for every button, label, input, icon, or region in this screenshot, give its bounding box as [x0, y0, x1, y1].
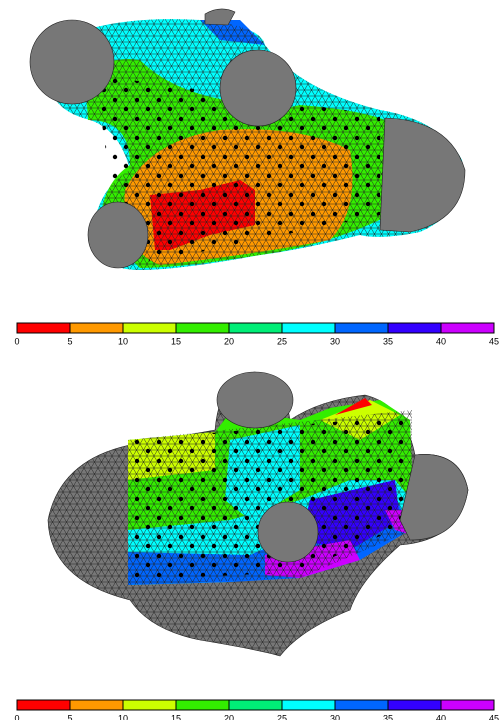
- color-segment: [176, 700, 229, 710]
- color-segment: [282, 700, 335, 710]
- tick-label: 0: [14, 713, 19, 720]
- mesh-bottom: [47, 371, 469, 657]
- mesh-top: [29, 8, 466, 270]
- tick-label: 45: [489, 336, 499, 346]
- color-segment: [70, 700, 123, 710]
- tick-label: 25: [277, 713, 287, 720]
- color-segment: [17, 700, 70, 710]
- color-segment: [335, 323, 388, 333]
- color-segment: [123, 700, 176, 710]
- tick-label: 25: [277, 336, 287, 346]
- color-segment: [70, 323, 123, 333]
- tick-label: 5: [67, 713, 72, 720]
- tick-label: 45: [489, 713, 499, 720]
- color-segment: [229, 700, 282, 710]
- color-segment: [335, 700, 388, 710]
- color-segment: [441, 323, 494, 333]
- tick-label: 0: [14, 336, 19, 346]
- color-segment: [441, 700, 494, 710]
- tick-label: 30: [330, 713, 340, 720]
- tick-label: 30: [330, 336, 340, 346]
- tick-label: 15: [171, 713, 181, 720]
- color-segment: [282, 323, 335, 333]
- colorbars: 0 5 10 15 20 25 30 35 40 45 0 5 10 15 20 25 30 35 40 45: [14, 322, 499, 720]
- tick-label: 20: [224, 336, 234, 346]
- tick-label: 20: [224, 713, 234, 720]
- tick-label: 35: [383, 713, 393, 720]
- color-segment: [176, 323, 229, 333]
- color-segment: [388, 323, 441, 333]
- tick-label: 10: [118, 713, 128, 720]
- tick-label: 10: [118, 336, 128, 346]
- tick-label: 15: [171, 336, 181, 346]
- color-segment: [123, 323, 176, 333]
- tick-label: 40: [436, 713, 446, 720]
- color-segment: [388, 700, 441, 710]
- color-segment: [17, 323, 70, 333]
- tick-label: 40: [436, 336, 446, 346]
- color-segment: [229, 323, 282, 333]
- tick-label: 5: [67, 336, 72, 346]
- tick-label: 35: [383, 336, 393, 346]
